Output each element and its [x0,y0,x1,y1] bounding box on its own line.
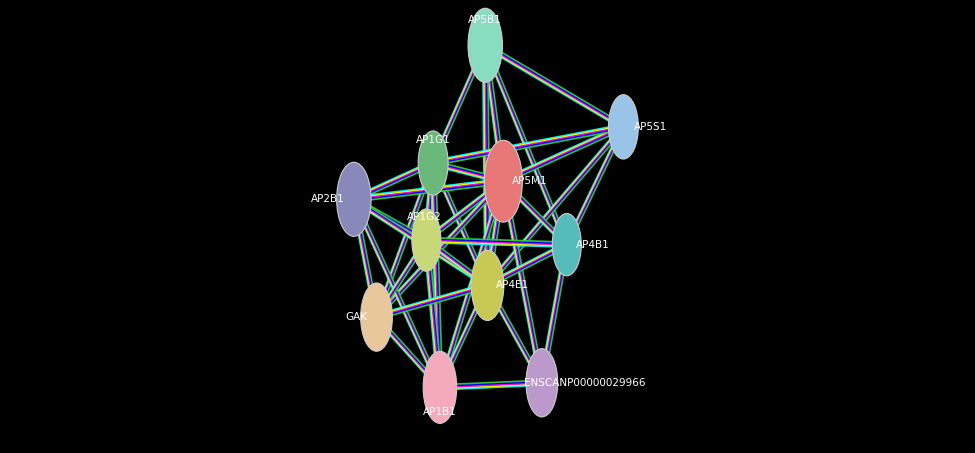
Text: GAK: GAK [345,312,368,322]
Ellipse shape [485,140,523,222]
Text: AP4E1: AP4E1 [496,280,529,290]
Text: AP5S1: AP5S1 [634,122,667,132]
Ellipse shape [608,95,639,159]
Ellipse shape [468,8,502,82]
Ellipse shape [411,209,441,271]
Text: AP1B1: AP1B1 [423,407,457,417]
Text: ENSCANP00000029966: ENSCANP00000029966 [525,378,645,388]
Text: AP4B1: AP4B1 [576,240,610,250]
Text: AP1G1: AP1G1 [415,135,450,145]
Ellipse shape [361,283,392,351]
Text: AP2B1: AP2B1 [311,194,344,204]
Text: AP5M1: AP5M1 [512,176,547,186]
Text: AP5B1: AP5B1 [468,15,502,25]
Text: AP1G2: AP1G2 [407,212,442,222]
Ellipse shape [552,213,581,276]
Ellipse shape [418,131,448,195]
Ellipse shape [423,351,456,424]
Ellipse shape [336,162,371,236]
Ellipse shape [526,349,558,417]
Ellipse shape [471,251,504,320]
